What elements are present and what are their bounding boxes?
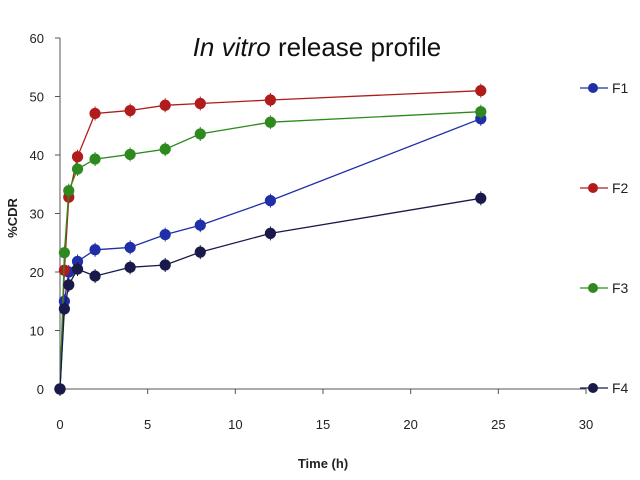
data-point xyxy=(475,106,487,118)
data-point xyxy=(89,153,101,165)
data-point xyxy=(54,383,66,395)
y-axis-title: %CDR xyxy=(5,198,20,238)
y-tick-label: 0 xyxy=(37,382,44,397)
data-point xyxy=(71,163,84,175)
data-point xyxy=(264,227,276,239)
series-line xyxy=(59,118,482,390)
data-point xyxy=(124,148,136,161)
data-point xyxy=(475,192,487,204)
data-point xyxy=(63,185,75,197)
legend-label: F3 xyxy=(612,280,629,296)
data-point xyxy=(264,195,276,207)
legend-label: F1 xyxy=(612,80,629,96)
data-point xyxy=(159,228,171,241)
data-point xyxy=(194,97,206,110)
x-tick-label: 5 xyxy=(144,417,151,432)
data-point xyxy=(63,279,75,291)
data-point xyxy=(124,261,136,273)
series-F2 xyxy=(54,83,487,396)
series-line xyxy=(59,197,481,390)
chart-title-italic: In vitro xyxy=(193,32,271,62)
y-tick-label: 30 xyxy=(30,207,44,222)
data-point xyxy=(58,303,70,315)
y-tick-label: 20 xyxy=(30,265,44,280)
data-point xyxy=(124,104,136,117)
legend-item-F1: F1 xyxy=(580,80,629,96)
legend-label: F4 xyxy=(612,380,629,396)
data-point xyxy=(194,128,206,140)
legend-item-F3: F3 xyxy=(580,280,629,296)
data-point xyxy=(71,151,84,163)
legend-marker xyxy=(588,183,598,193)
data-point xyxy=(264,94,276,106)
data-point xyxy=(159,143,171,155)
y-tick-label: 50 xyxy=(30,90,44,105)
legend-item-F4: F4 xyxy=(580,380,629,396)
data-point xyxy=(89,270,101,282)
chart-title: In vitro release profile xyxy=(193,32,442,62)
data-point xyxy=(58,247,70,259)
series-F4 xyxy=(54,191,487,396)
x-tick-label: 25 xyxy=(491,417,505,432)
legend-marker xyxy=(588,283,598,293)
chart-title-rest: release profile xyxy=(271,32,442,62)
y-tick-label: 60 xyxy=(30,31,44,46)
y-tick-label: 10 xyxy=(30,324,44,339)
series-F1 xyxy=(54,111,487,396)
data-point xyxy=(124,241,136,254)
series-line xyxy=(59,111,481,390)
x-tick-label: 30 xyxy=(579,417,593,432)
data-point xyxy=(475,85,487,97)
x-tick-label: 0 xyxy=(56,417,63,432)
x-tick-label: 10 xyxy=(228,417,242,432)
data-point xyxy=(89,244,101,256)
data-point xyxy=(194,246,206,258)
x-tick-label: 20 xyxy=(403,417,417,432)
series-F3 xyxy=(54,104,487,396)
data-point xyxy=(71,263,84,275)
axes: 0 5 10 15 20 25 30 0 10 20 30 40 50 60 xyxy=(30,31,594,432)
data-point xyxy=(89,107,101,120)
series-layer xyxy=(54,83,487,396)
data-point xyxy=(159,99,171,111)
legend-marker xyxy=(588,83,598,93)
legend: F1 F2 F3 F4 xyxy=(580,80,629,396)
data-point xyxy=(264,116,276,128)
legend-label: F2 xyxy=(612,180,629,196)
x-tick-label: 15 xyxy=(316,417,330,432)
series-line xyxy=(59,90,481,390)
x-axis-title: Time (h) xyxy=(298,456,348,471)
data-point xyxy=(194,219,206,231)
legend-marker xyxy=(588,383,598,393)
data-point xyxy=(159,259,171,271)
legend-item-F2: F2 xyxy=(580,180,629,196)
y-tick-label: 40 xyxy=(30,148,44,163)
